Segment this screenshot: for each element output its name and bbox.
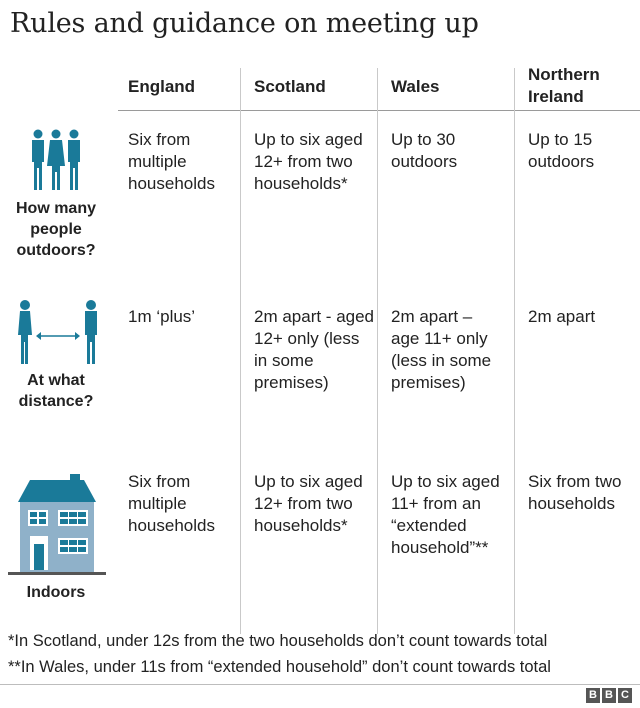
- cell-scotland-outdoors: Up to six aged 12+ from two households*: [254, 130, 363, 193]
- col-header-northern-ireland: Northern Ireland: [528, 65, 600, 106]
- cell-scotland-indoors: Up to six aged 12+ from two households*: [254, 472, 363, 535]
- cell-wales-distance: 2m apart – age 11+ only (less in some pr…: [391, 307, 492, 392]
- footnote-scotland: *In Scotland, under 12s from the two hou…: [8, 632, 548, 650]
- row-label-indoors: Indoors: [26, 584, 86, 601]
- column-divider: [514, 68, 515, 634]
- column-divider: [377, 68, 378, 634]
- cell-england-indoors: Six from multiple households: [128, 472, 215, 535]
- cell-ni-outdoors: Up to 15 outdoors: [528, 130, 595, 171]
- cell-wales-indoors: Up to six aged 11+ from an “extended hou…: [391, 472, 500, 557]
- header-divider: [118, 110, 640, 111]
- cell-england-outdoors: Six from multiple households: [128, 130, 215, 193]
- footnote-wales: **In Wales, under 11s from “extended hou…: [8, 658, 551, 676]
- row-label-distance: At what distance?: [18, 372, 94, 410]
- cell-ni-distance: 2m apart: [528, 307, 596, 326]
- col-header-wales: Wales: [391, 77, 440, 96]
- cell-scotland-distance: 2m apart - aged 12+ only (less in some p…: [254, 307, 375, 392]
- column-divider: [240, 68, 241, 634]
- col-header-england: England: [128, 77, 196, 96]
- page-title: Rules and guidance on meeting up: [10, 8, 479, 39]
- cell-ni-indoors: Six from two households: [528, 472, 622, 513]
- cell-england-distance: 1m ‘plus’: [128, 307, 196, 326]
- col-header-scotland: Scotland: [254, 77, 326, 96]
- social-distance-icon: [18, 300, 97, 364]
- row-label-people-outdoors: How many people outdoors?: [15, 200, 96, 259]
- people-group-icon: [32, 129, 80, 190]
- cell-wales-outdoors: Up to 30 outdoors: [391, 130, 458, 171]
- footer-divider: [0, 684, 640, 685]
- house-icon: [8, 474, 106, 575]
